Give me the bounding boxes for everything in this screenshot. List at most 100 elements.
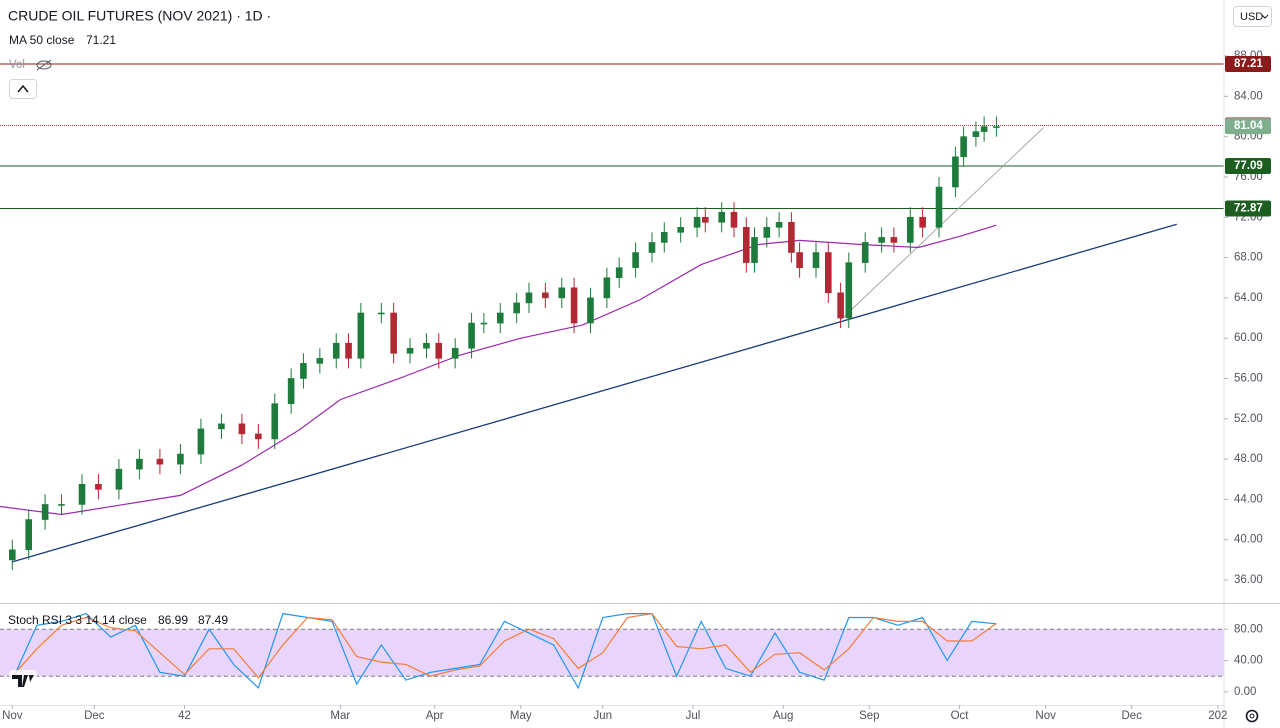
candle-body — [980, 126, 988, 132]
price-tag-label: 87.21 — [1234, 58, 1263, 70]
y-tick-label: 84.00 — [1234, 90, 1263, 102]
candle-body — [763, 227, 771, 238]
candle-body — [357, 312, 365, 359]
collapse-button[interactable] — [9, 79, 37, 99]
chart-title: CRUDE OIL FUTURES (NOV 2021) · 1D · — [8, 8, 271, 24]
candle-body — [115, 468, 123, 490]
price-tag-label: 72.87 — [1234, 203, 1263, 215]
candle-body — [345, 342, 352, 359]
candle-body — [837, 292, 844, 319]
candle-body — [701, 216, 709, 223]
indicator-value: 86.99 — [158, 613, 188, 627]
candle-body — [525, 292, 533, 304]
candle-body — [435, 342, 443, 359]
indicator-value: 87.49 — [198, 613, 228, 627]
candle-body — [542, 292, 549, 299]
x-tick-label: Dec — [1122, 710, 1143, 722]
candle-body — [513, 302, 520, 314]
candle-body — [558, 287, 566, 299]
candle-body — [796, 252, 803, 268]
candle-body — [287, 378, 295, 404]
x-tick-label: Mar — [330, 710, 350, 722]
price-tag-label: 77.09 — [1234, 160, 1263, 172]
x-tick-label: Apr — [426, 710, 444, 722]
settings-icon[interactable] — [1245, 709, 1259, 723]
candle-body — [751, 237, 758, 263]
candle-body — [603, 277, 611, 299]
x-tick-label: Jul — [686, 710, 701, 722]
candle-body — [861, 242, 869, 263]
price-tag — [1225, 157, 1271, 174]
y-tick-label: 48.00 — [1234, 453, 1263, 465]
y-tick-label: 0.00 — [1234, 686, 1256, 698]
candle-body — [587, 297, 594, 324]
indicator-name: Stoch RSI 3 3 14 14 close — [8, 613, 147, 627]
candle-body — [496, 312, 504, 324]
price-pane — [0, 63, 1224, 570]
candle-body — [890, 237, 898, 243]
candle-body — [406, 347, 414, 354]
candle-body — [648, 242, 656, 253]
y-tick-label: 40.00 — [1234, 655, 1263, 667]
band — [0, 629, 1224, 677]
price-tag — [1225, 55, 1271, 72]
y-tick-label: 68.00 — [1234, 252, 1263, 264]
candle-body — [660, 232, 668, 243]
indicator-value: 71.21 — [86, 33, 116, 47]
currency-label: USD — [1240, 11, 1263, 23]
candle-body — [615, 267, 623, 279]
candle-body — [238, 423, 246, 435]
candle-body — [825, 252, 832, 294]
y-tick-label: 44.00 — [1234, 493, 1263, 505]
candle-body — [730, 211, 738, 228]
x-tick-label: 202 — [1208, 710, 1227, 722]
candle-body — [423, 342, 430, 349]
x-tick-label: Aug — [773, 710, 793, 722]
candle-body — [78, 483, 86, 505]
candle-body — [788, 221, 795, 253]
y-tick-label: 40.00 — [1234, 534, 1263, 546]
candle-body — [960, 136, 967, 158]
candle-body — [812, 252, 820, 268]
y-tick-label: 36.00 — [1234, 574, 1263, 586]
candle-body — [718, 211, 725, 223]
logo — [9, 670, 37, 690]
x-tick-label: Nov — [2, 710, 23, 722]
candle-body — [907, 216, 914, 243]
oscillator-line — [11, 612, 997, 679]
candle-body — [775, 221, 783, 228]
candle-body — [742, 227, 750, 263]
trendline — [12, 223, 1177, 563]
hide-icon[interactable] — [36, 59, 52, 71]
price-tag — [1225, 200, 1271, 217]
indicator-name: MA 50 close — [9, 33, 75, 47]
candle-body — [632, 252, 639, 268]
y-tick-label: 64.00 — [1234, 292, 1263, 304]
y-tick-label: 52.00 — [1234, 413, 1263, 425]
candle-body — [693, 216, 701, 228]
y-tick-label: 60.00 — [1234, 332, 1263, 344]
x-tick-label: Nov — [1035, 710, 1056, 722]
candle-body — [993, 126, 1000, 128]
candle-body — [878, 237, 885, 243]
candle-body — [919, 216, 926, 228]
candle-body — [935, 186, 943, 228]
x-tick-label: Sep — [859, 710, 879, 722]
currency-button[interactable]: USD — [1233, 6, 1272, 27]
candle-body — [677, 227, 684, 233]
volume-label: Vol — [9, 59, 25, 71]
candle-body — [451, 347, 459, 359]
candle-body — [468, 322, 475, 349]
candle-body — [9, 549, 16, 561]
candle-body — [197, 428, 205, 455]
candle-body — [177, 453, 184, 465]
candle-body — [58, 504, 65, 506]
candle-body — [316, 358, 324, 364]
price-tag — [1225, 118, 1271, 135]
candle-body — [390, 312, 397, 354]
candle-body — [570, 287, 578, 324]
candle-body — [972, 131, 980, 137]
candle-body — [218, 423, 225, 430]
